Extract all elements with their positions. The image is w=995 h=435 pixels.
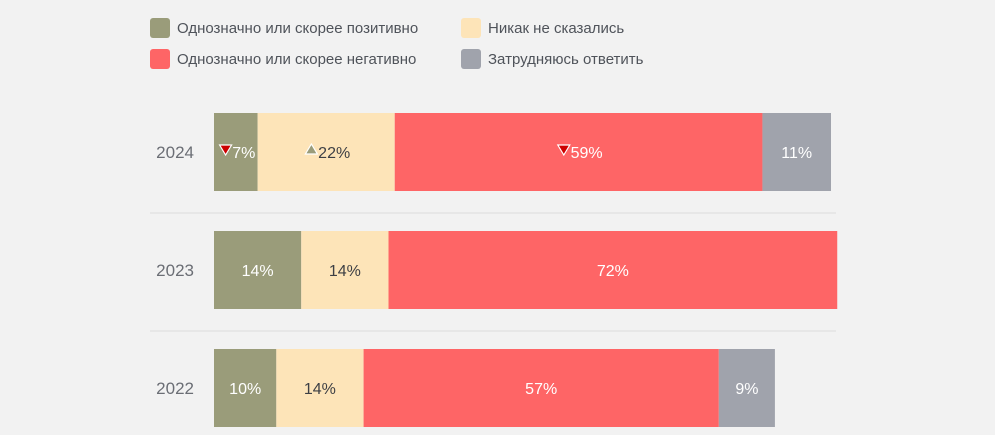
data-label-2023-2: 72% bbox=[597, 263, 629, 280]
bar-segment-2024-3 bbox=[762, 113, 831, 191]
legend-label-neutral: Никак не сказались bbox=[488, 19, 625, 37]
bar-segment-2022-3 bbox=[718, 349, 775, 427]
data-label-2024-2: 59% bbox=[571, 145, 603, 162]
bar-segment-2023-2 bbox=[388, 231, 838, 309]
legend-item-unsure: Затрудняюсь ответить bbox=[461, 48, 643, 70]
bar-segment-2022-0 bbox=[214, 349, 277, 427]
data-label-2023-1: 14% bbox=[329, 263, 361, 280]
legend-label-negative: Однозначно или скорее негативно bbox=[177, 50, 417, 68]
legend-item-neutral: Никак не сказались bbox=[461, 17, 624, 39]
bar-segment-2024-2 bbox=[394, 113, 763, 191]
legend-label-positive: Однозначно или скорее позитивно bbox=[177, 19, 419, 37]
legend-label-unsure: Затрудняюсь ответить bbox=[488, 50, 644, 68]
data-label-2023-0: 14% bbox=[242, 263, 274, 280]
data-label-2022-0: 10% bbox=[229, 381, 261, 398]
legend: Однозначно или скорее позитивно Никак не… bbox=[150, 15, 710, 75]
year-label-2023: 2023 bbox=[156, 261, 194, 280]
bar-segment-2022-2 bbox=[363, 349, 719, 427]
year-label-2024: 2024 bbox=[156, 143, 194, 162]
legend-swatch-positive bbox=[150, 18, 170, 38]
year-label-2022: 2022 bbox=[156, 379, 194, 398]
legend-swatch-negative bbox=[150, 49, 170, 69]
bar-segment-2023-0 bbox=[214, 231, 302, 309]
bar-segment-2024-0 bbox=[214, 113, 258, 191]
data-label-2024-3: 11% bbox=[781, 145, 812, 162]
data-label-2024-0: 7% bbox=[232, 145, 255, 162]
legend-item-negative: Однозначно или скорее негативно bbox=[150, 48, 416, 70]
legend-swatch-neutral bbox=[461, 18, 481, 38]
trend-down-icon-2024-0 bbox=[218, 144, 233, 157]
bar-segment-2024-1 bbox=[257, 113, 395, 191]
data-label-2022-1: 14% bbox=[304, 381, 336, 398]
legend-item-positive: Однозначно или скорее позитивно bbox=[150, 17, 418, 39]
bar-segment-2023-1 bbox=[301, 231, 389, 309]
data-label-2022-2: 57% bbox=[525, 381, 557, 398]
trend-up-icon-2024-1 bbox=[304, 142, 319, 155]
trend-down-icon-2024-2 bbox=[556, 144, 571, 157]
data-label-2024-1: 22% bbox=[318, 145, 350, 162]
data-label-2022-3: 9% bbox=[735, 381, 758, 398]
bar-segment-2022-1 bbox=[276, 349, 364, 427]
legend-swatch-unsure bbox=[461, 49, 481, 69]
